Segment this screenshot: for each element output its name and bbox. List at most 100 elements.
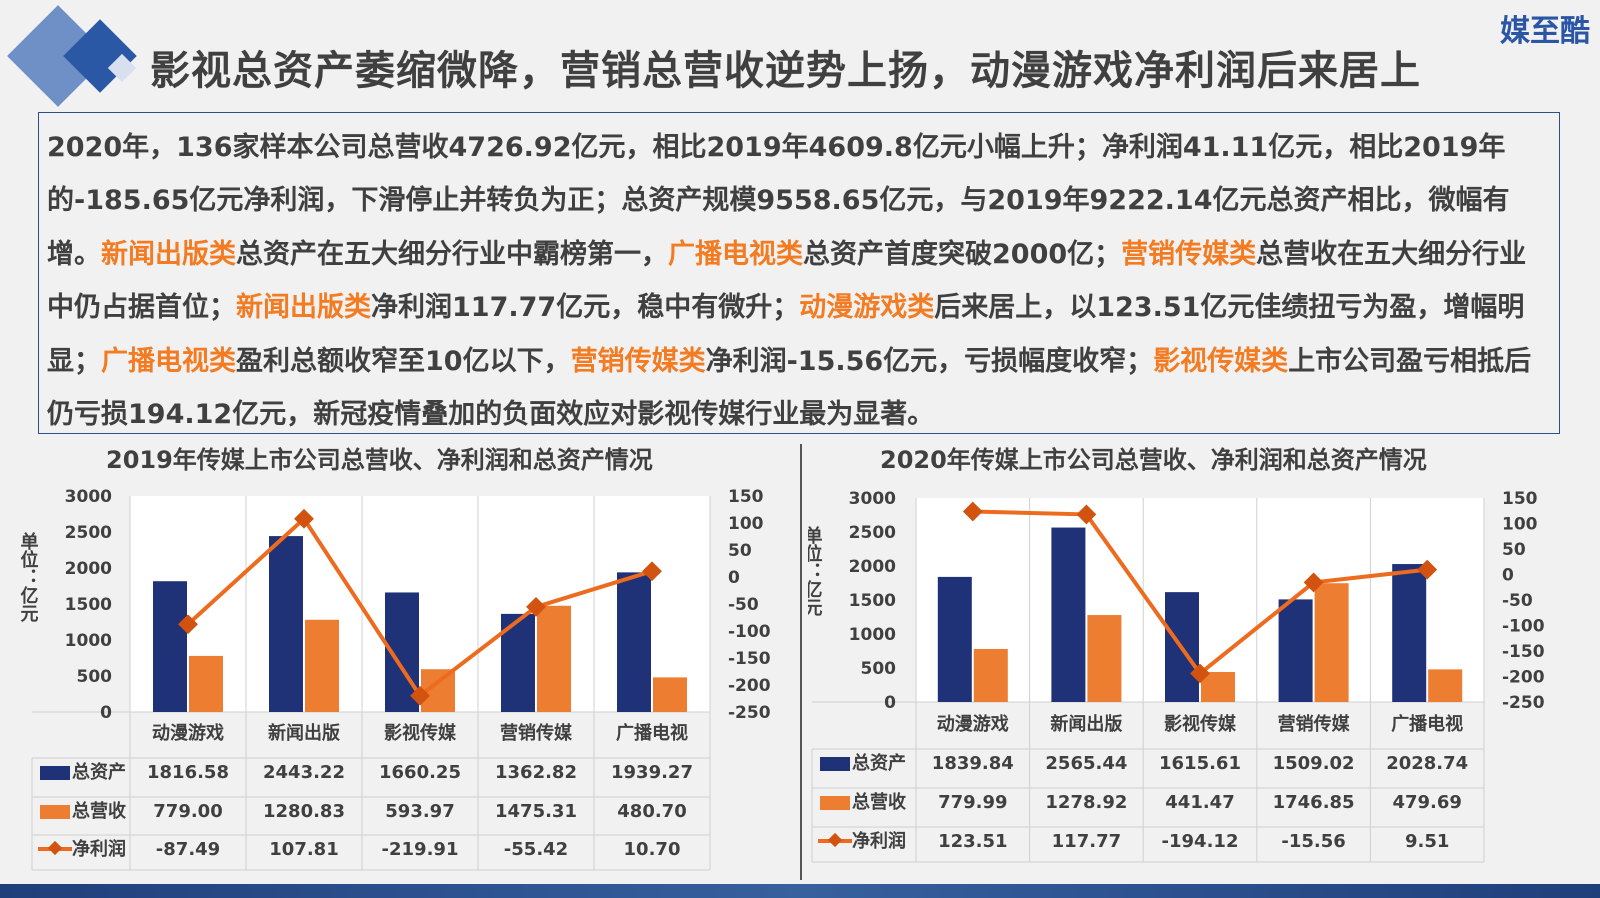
y-axis-tick: 3000 bbox=[849, 489, 896, 509]
data-table-cell: 2565.44 bbox=[1045, 753, 1127, 774]
y2-axis-tick: 0 bbox=[1502, 566, 1514, 586]
summary-text: 后来居上，以123.51亿元佳绩扭亏为盈，增幅明显； bbox=[47, 292, 1525, 377]
summary-text: 总资产在五大细分行业中霸榜第一， bbox=[236, 238, 668, 270]
data-table-cell: 2028.74 bbox=[1386, 753, 1468, 774]
y2-axis-tick: -50 bbox=[728, 595, 759, 615]
x-axis-category: 广播电视 bbox=[616, 722, 688, 744]
data-table-cell: 1615.61 bbox=[1159, 753, 1241, 774]
x-axis-category: 影视传媒 bbox=[1164, 713, 1237, 735]
bar-assets bbox=[153, 581, 187, 712]
legend-key-assets bbox=[820, 757, 850, 771]
x-axis-category: 营销传媒 bbox=[1278, 713, 1351, 735]
chart-title-2019: 2019年传媒上市公司总营收、净利润和总资产情况 bbox=[106, 446, 653, 474]
x-axis-category: 动漫游戏 bbox=[152, 722, 224, 744]
legend-key-profit-marker bbox=[827, 832, 843, 848]
y2-axis-tick: -250 bbox=[728, 703, 771, 723]
y-axis-tick: 500 bbox=[77, 667, 113, 687]
legend-key-revenue bbox=[40, 805, 70, 819]
footer-band bbox=[0, 884, 1600, 898]
data-table-cell: 1839.84 bbox=[932, 753, 1014, 774]
data-table-cell: 117.77 bbox=[1052, 831, 1121, 852]
data-table-cell: 1362.82 bbox=[495, 762, 577, 783]
data-table-cell: 1939.27 bbox=[611, 762, 693, 783]
summary-highlight: 影视传媒类 bbox=[1153, 345, 1289, 377]
y2-axis-tick: -200 bbox=[728, 676, 771, 696]
summary-text: 净利润117.77亿元，稳中有微升； bbox=[371, 292, 800, 324]
legend-label: 总营收 bbox=[852, 791, 906, 813]
y-axis-tick: 500 bbox=[861, 659, 897, 679]
bar-revenue bbox=[1087, 615, 1122, 702]
bar-assets bbox=[1051, 527, 1086, 702]
summary-highlight: 营销传媒类 bbox=[1121, 238, 1257, 270]
y-axis-label: 单位：亿元 bbox=[808, 525, 823, 617]
y2-axis-tick: -50 bbox=[1502, 591, 1533, 611]
summary-highlight: 广播电视类 bbox=[101, 345, 236, 377]
data-table-cell: 593.97 bbox=[385, 801, 454, 822]
bar-assets bbox=[1392, 564, 1427, 702]
data-table-cell: 1475.31 bbox=[495, 801, 577, 822]
page-title: 影视总资产萎缩微降，营销总营收逆势上扬，动漫游戏净利润后来居上 bbox=[150, 48, 1421, 94]
summary-text: 盈利总额收窄至10亿以下， bbox=[236, 345, 571, 377]
legend-key-assets bbox=[40, 766, 70, 780]
data-table-cell: -87.49 bbox=[156, 839, 220, 860]
bar-revenue bbox=[1428, 669, 1463, 702]
summary-highlight: 动漫游戏类 bbox=[799, 292, 935, 324]
summary-text: 总资产首度突破2000亿； bbox=[803, 238, 1122, 270]
y2-axis-tick: 50 bbox=[728, 541, 752, 561]
y2-axis-tick: 100 bbox=[728, 514, 764, 534]
data-table-cell: 1816.58 bbox=[147, 762, 229, 783]
y-axis-tick: 1500 bbox=[65, 595, 112, 615]
data-table-cell: 9.51 bbox=[1405, 831, 1449, 852]
x-axis-category: 广播电视 bbox=[1391, 713, 1463, 735]
x-axis-category: 动漫游戏 bbox=[937, 713, 1009, 735]
bar-assets bbox=[1278, 599, 1313, 702]
y2-axis-tick: -250 bbox=[1502, 693, 1545, 713]
data-table-cell: -15.56 bbox=[1281, 831, 1345, 852]
data-table-cell: 779.99 bbox=[938, 792, 1007, 813]
point-profit bbox=[178, 614, 198, 635]
summary-text: 总营收在五大细分行业中仍占据首位； bbox=[47, 238, 1527, 324]
bar-revenue bbox=[1201, 671, 1235, 702]
point-profit bbox=[1190, 663, 1210, 684]
data-table-cell: 1280.83 bbox=[263, 801, 345, 822]
data-table-cell: 480.70 bbox=[617, 801, 686, 822]
data-table-cell: 10.70 bbox=[624, 839, 681, 860]
summary-highlight: 营销传媒类 bbox=[570, 345, 706, 377]
data-table-cell: -55.42 bbox=[504, 839, 568, 860]
legend-key-profit-marker bbox=[47, 840, 63, 856]
y-axis-tick: 0 bbox=[100, 703, 112, 723]
y2-axis-tick: 150 bbox=[728, 487, 764, 507]
data-table-cell: 123.51 bbox=[938, 831, 1007, 852]
point-profit bbox=[410, 685, 430, 706]
legend-label: 净利润 bbox=[852, 830, 906, 852]
x-axis-category: 营销传媒 bbox=[500, 722, 573, 744]
bar-assets bbox=[617, 572, 651, 712]
bar-revenue bbox=[1314, 583, 1349, 702]
x-axis-category: 新闻出版 bbox=[1050, 713, 1122, 735]
bar-revenue bbox=[973, 648, 1008, 702]
y-axis-tick: 0 bbox=[884, 693, 896, 713]
summary-highlight: 广播电视类 bbox=[668, 238, 803, 270]
y2-axis-tick: -100 bbox=[1502, 617, 1545, 637]
y-axis-tick: 3000 bbox=[65, 487, 112, 507]
summary-highlight: 新闻出版类 bbox=[101, 238, 236, 270]
y-axis-tick: 2500 bbox=[849, 523, 896, 543]
bar-revenue bbox=[305, 619, 339, 712]
legend-label: 总资产 bbox=[72, 761, 126, 783]
bar-revenue bbox=[537, 605, 571, 712]
brand-logo: 媒至酷 bbox=[1500, 14, 1590, 49]
bar-assets bbox=[937, 576, 972, 702]
legend-label: 净利润 bbox=[72, 838, 126, 860]
y2-axis-tick: 100 bbox=[1502, 515, 1538, 535]
data-table-cell: 479.69 bbox=[1392, 792, 1461, 813]
y-axis-tick: 1000 bbox=[65, 631, 112, 651]
data-table-cell: -219.91 bbox=[382, 839, 459, 860]
y2-axis-tick: 0 bbox=[728, 568, 740, 588]
y-axis-label: 单位：亿元 bbox=[18, 531, 39, 623]
summary-text: 2020年，136家样本公司总营收4726.92亿元，相比2019年4609.8… bbox=[47, 132, 1510, 270]
data-table-cell: 107.81 bbox=[269, 839, 338, 860]
y2-axis-tick: 150 bbox=[1502, 489, 1538, 509]
data-table-cell: 441.47 bbox=[1165, 792, 1234, 813]
y2-axis-tick: -100 bbox=[728, 622, 771, 642]
